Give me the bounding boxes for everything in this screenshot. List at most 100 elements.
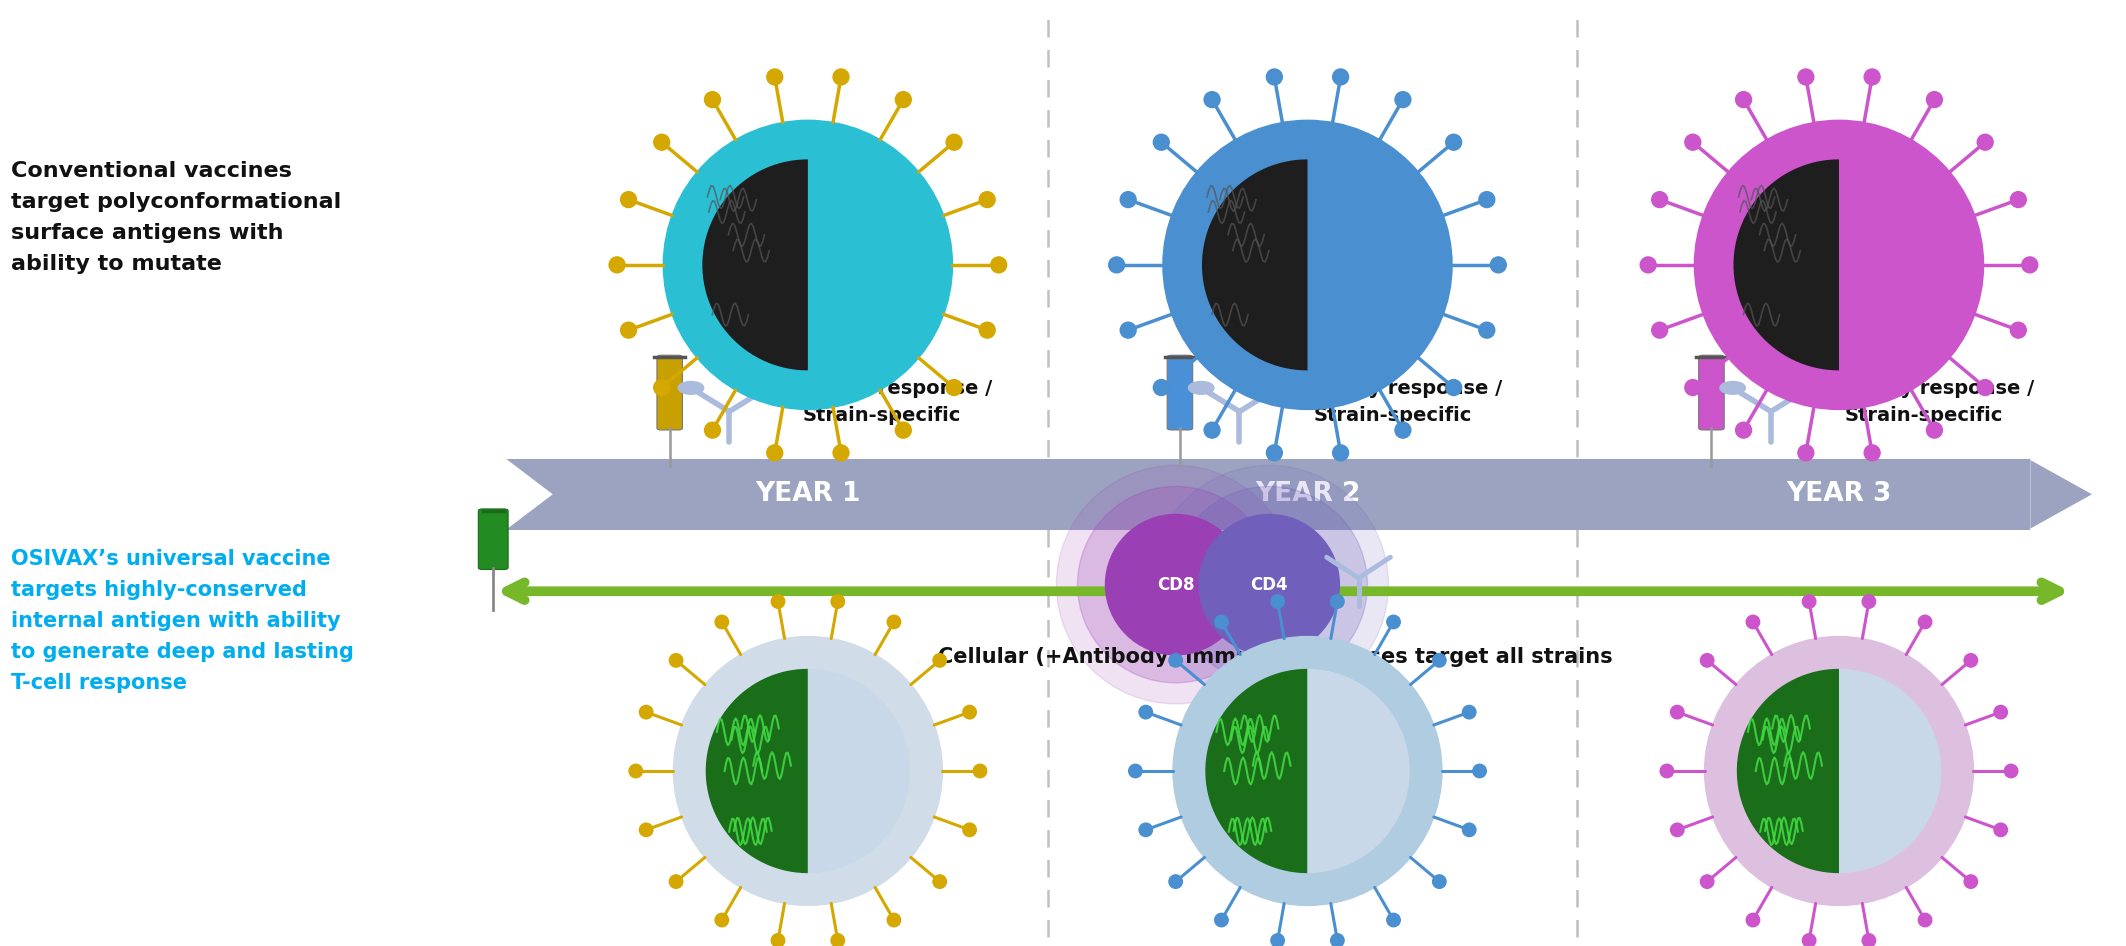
Ellipse shape <box>1964 654 1977 667</box>
Ellipse shape <box>1129 764 1142 778</box>
Ellipse shape <box>1735 92 1752 108</box>
Ellipse shape <box>1862 934 1875 946</box>
Ellipse shape <box>1120 192 1135 207</box>
Ellipse shape <box>640 823 653 836</box>
Ellipse shape <box>1120 323 1135 338</box>
Ellipse shape <box>1735 422 1752 438</box>
FancyArrow shape <box>2028 459 2092 530</box>
Ellipse shape <box>1490 257 1507 272</box>
Ellipse shape <box>610 257 625 272</box>
Ellipse shape <box>678 381 704 394</box>
Ellipse shape <box>963 706 976 719</box>
Ellipse shape <box>1918 913 1933 927</box>
Ellipse shape <box>831 934 844 946</box>
Ellipse shape <box>1745 913 1760 927</box>
Ellipse shape <box>1694 120 1984 410</box>
Ellipse shape <box>1214 913 1229 927</box>
Ellipse shape <box>1671 706 1684 719</box>
Ellipse shape <box>1152 134 1169 150</box>
Ellipse shape <box>1964 875 1977 888</box>
Ellipse shape <box>1171 486 1367 683</box>
Ellipse shape <box>2011 192 2026 207</box>
Ellipse shape <box>1169 654 1182 667</box>
Ellipse shape <box>991 257 1008 272</box>
Ellipse shape <box>1446 134 1463 150</box>
Ellipse shape <box>1106 515 1246 655</box>
Ellipse shape <box>963 823 976 836</box>
Ellipse shape <box>1641 257 1656 272</box>
Ellipse shape <box>1433 654 1446 667</box>
Ellipse shape <box>1331 934 1344 946</box>
Ellipse shape <box>1480 323 1495 338</box>
Ellipse shape <box>1977 379 1994 395</box>
Ellipse shape <box>1169 875 1182 888</box>
Ellipse shape <box>895 92 912 108</box>
Ellipse shape <box>670 875 682 888</box>
Ellipse shape <box>1163 120 1452 410</box>
Ellipse shape <box>1701 654 1714 667</box>
Ellipse shape <box>1078 486 1273 683</box>
Text: Antibody response /
Strain-specific: Antibody response / Strain-specific <box>1282 379 1503 425</box>
Ellipse shape <box>772 934 784 946</box>
Ellipse shape <box>1926 92 1943 108</box>
Ellipse shape <box>629 764 642 778</box>
Ellipse shape <box>887 913 901 927</box>
Ellipse shape <box>1865 445 1879 461</box>
FancyBboxPatch shape <box>1699 356 1724 430</box>
Ellipse shape <box>2022 257 2039 272</box>
Polygon shape <box>1307 669 1410 873</box>
Text: OSIVAX’s universal vaccine
targets highly-conserved
internal antigen with abilit: OSIVAX’s universal vaccine targets highl… <box>11 549 353 693</box>
Ellipse shape <box>704 92 721 108</box>
Ellipse shape <box>1203 92 1220 108</box>
Ellipse shape <box>767 445 782 461</box>
Ellipse shape <box>1918 615 1933 629</box>
Ellipse shape <box>1446 379 1463 395</box>
Ellipse shape <box>946 379 963 395</box>
Ellipse shape <box>1386 913 1401 927</box>
Text: Cellular (+Antibody) immune responses target all strains: Cellular (+Antibody) immune responses ta… <box>938 647 1614 668</box>
Text: Conventional vaccines
target polyconformational
surface antigens with
ability to: Conventional vaccines target polyconform… <box>11 161 340 274</box>
Ellipse shape <box>1140 823 1152 836</box>
Ellipse shape <box>1203 422 1220 438</box>
Ellipse shape <box>1803 934 1816 946</box>
Ellipse shape <box>1199 515 1339 655</box>
Polygon shape <box>1839 669 1941 873</box>
Ellipse shape <box>663 120 952 410</box>
Ellipse shape <box>1271 934 1284 946</box>
Ellipse shape <box>1862 595 1875 608</box>
Text: YEAR 2: YEAR 2 <box>1254 482 1361 507</box>
Ellipse shape <box>1803 595 1816 608</box>
Ellipse shape <box>714 615 729 629</box>
Ellipse shape <box>1480 192 1495 207</box>
Ellipse shape <box>1214 615 1229 629</box>
Ellipse shape <box>1463 823 1475 836</box>
Ellipse shape <box>1433 875 1446 888</box>
Ellipse shape <box>1799 445 1813 461</box>
Ellipse shape <box>1671 823 1684 836</box>
Polygon shape <box>1733 159 1839 371</box>
Ellipse shape <box>1926 422 1943 438</box>
Ellipse shape <box>1267 69 1282 85</box>
Ellipse shape <box>1271 595 1284 608</box>
Ellipse shape <box>831 595 844 608</box>
Text: Antibody response /
Strain-specific: Antibody response / Strain-specific <box>772 379 993 425</box>
Ellipse shape <box>1152 379 1169 395</box>
Ellipse shape <box>895 422 912 438</box>
Ellipse shape <box>1174 637 1441 905</box>
Ellipse shape <box>1660 764 1673 778</box>
Ellipse shape <box>974 764 986 778</box>
Ellipse shape <box>1684 379 1701 395</box>
Ellipse shape <box>1865 69 1879 85</box>
Text: CD4: CD4 <box>1250 575 1288 594</box>
Polygon shape <box>702 159 808 371</box>
Ellipse shape <box>640 706 653 719</box>
Ellipse shape <box>1799 69 1813 85</box>
Ellipse shape <box>1463 706 1475 719</box>
Text: Antibody response /
Strain-specific: Antibody response / Strain-specific <box>1813 379 2035 425</box>
Ellipse shape <box>1720 381 1745 394</box>
Text: CD8: CD8 <box>1157 575 1195 594</box>
Ellipse shape <box>833 69 848 85</box>
Ellipse shape <box>1994 823 2007 836</box>
Ellipse shape <box>833 445 848 461</box>
Polygon shape <box>506 459 553 530</box>
